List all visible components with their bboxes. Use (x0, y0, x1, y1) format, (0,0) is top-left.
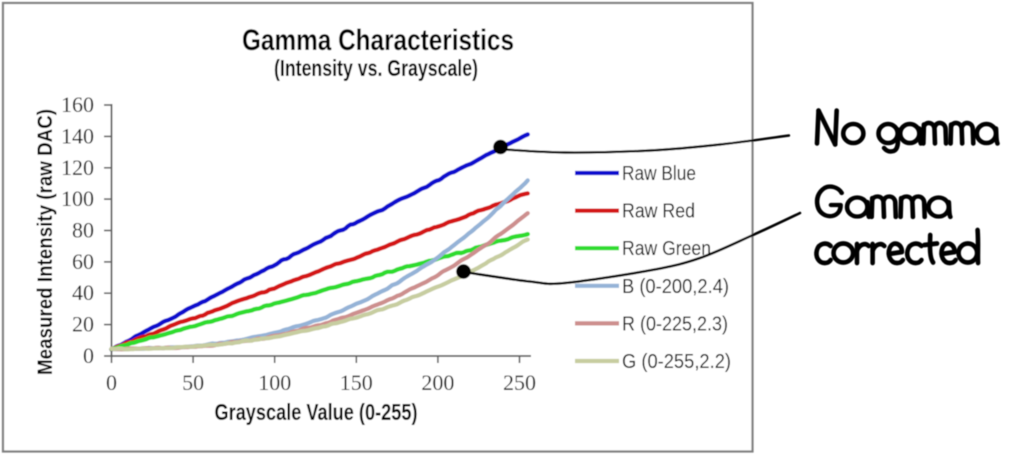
svg-text:250: 250 (503, 370, 536, 395)
svg-text:20: 20 (72, 312, 94, 337)
svg-text:Raw Green: Raw Green (622, 238, 711, 260)
svg-text:G (0-255,2.2): G (0-255,2.2) (622, 351, 731, 373)
svg-text:140: 140 (61, 123, 94, 148)
svg-text:Measured Intensity (raw DAC): Measured Intensity (raw DAC) (34, 109, 57, 375)
svg-text:40: 40 (72, 280, 94, 305)
svg-text:80: 80 (72, 218, 94, 243)
svg-text:160: 160 (61, 92, 94, 117)
svg-text:120: 120 (61, 155, 94, 180)
svg-text:200: 200 (421, 370, 454, 395)
svg-text:100: 100 (61, 186, 94, 211)
svg-text:100: 100 (258, 370, 291, 395)
svg-text:60: 60 (72, 249, 94, 274)
svg-text:Grayscale Value (0-255): Grayscale Value (0-255) (215, 399, 418, 425)
svg-text:150: 150 (340, 370, 373, 395)
svg-text:Raw Blue: Raw Blue (622, 163, 696, 185)
svg-text:0: 0 (83, 343, 94, 368)
svg-text:(Intensity vs. Grayscale): (Intensity vs. Grayscale) (274, 55, 478, 81)
svg-text:R (0-225,2.3): R (0-225,2.3) (622, 313, 728, 335)
svg-text:0: 0 (106, 370, 117, 395)
svg-text:Raw Red: Raw Red (622, 201, 695, 223)
svg-text:50: 50 (182, 370, 204, 395)
svg-text:Gamma Characteristics: Gamma Characteristics (242, 24, 514, 57)
svg-text:B (0-200,2.4): B (0-200,2.4) (622, 276, 729, 298)
